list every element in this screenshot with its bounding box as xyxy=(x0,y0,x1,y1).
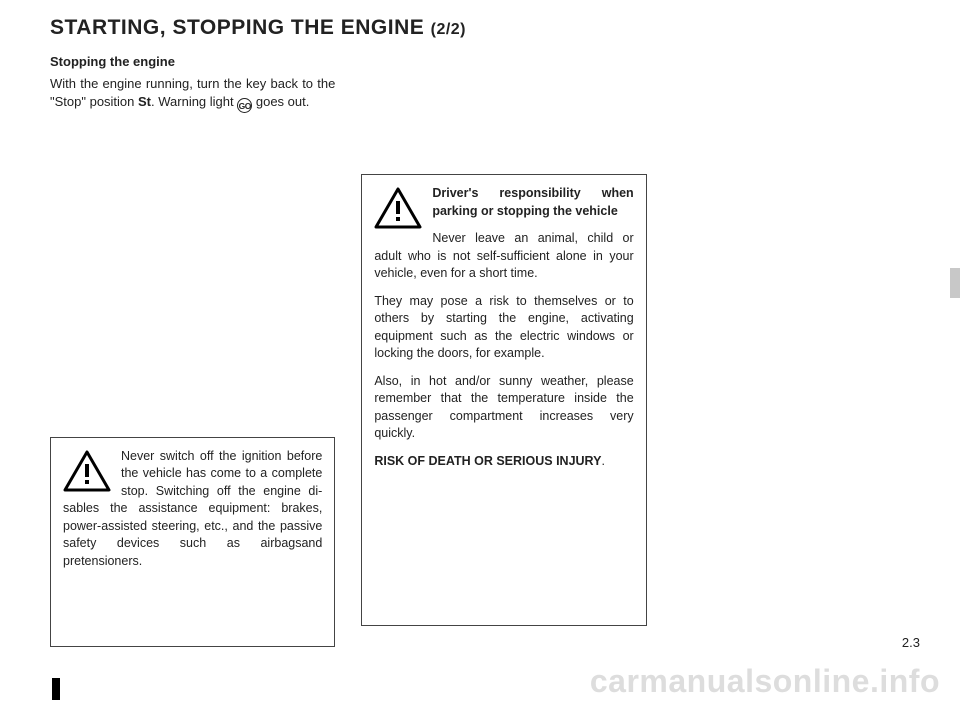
watermark: carmanualsonline.info xyxy=(590,663,940,700)
footer-marks xyxy=(52,678,60,700)
page-content: STARTING, STOPPING THE ENGINE (2/2) Stop… xyxy=(50,16,920,686)
warning-triangle-icon xyxy=(374,187,422,234)
warning-box-1: Never switch off the igni­tion before th… xyxy=(50,437,335,647)
column-2: Driver's responsibility when parking or … xyxy=(361,54,646,647)
column-1: Stopping the engine With the engine runn… xyxy=(50,54,335,647)
warning-2-p4: RISK OF DEATH OR SERIOUS INJURY xyxy=(374,454,601,468)
page-title: STARTING, STOPPING THE ENGINE (2/2) xyxy=(50,16,920,40)
title-main: STARTING, STOPPING THE ENGINE xyxy=(50,16,424,39)
warning-2-p1: Never leave an animal, child or adult wh… xyxy=(374,230,633,283)
warning-2-p3: Also, in hot and/or sunny weather, pleas… xyxy=(374,373,633,443)
stopping-body: With the engine running, turn the key ba… xyxy=(50,75,335,113)
title-part: (2/2) xyxy=(431,21,466,38)
page-number: 2.3 xyxy=(902,635,920,650)
warning-triangle-icon xyxy=(63,450,111,497)
body-mid: . Warning light xyxy=(151,94,237,109)
section-tab xyxy=(950,268,960,298)
body-st: St xyxy=(138,94,151,109)
warning-2-head: Driver's responsibility when parking or … xyxy=(432,186,633,218)
columns: Stopping the engine With the engine runn… xyxy=(50,54,920,647)
footer-mark-1 xyxy=(52,678,60,700)
stopping-subhead: Stopping the engine xyxy=(50,54,335,69)
go-light-icon: GO xyxy=(237,98,252,113)
warning-box-2: Driver's responsibility when parking or … xyxy=(361,174,646,626)
warning-2-p2: They may pose a risk to themselves or to… xyxy=(374,293,633,363)
body-post: goes out. xyxy=(252,94,309,109)
column-3 xyxy=(673,54,920,647)
warning-2-p4-suffix: . xyxy=(601,454,604,468)
